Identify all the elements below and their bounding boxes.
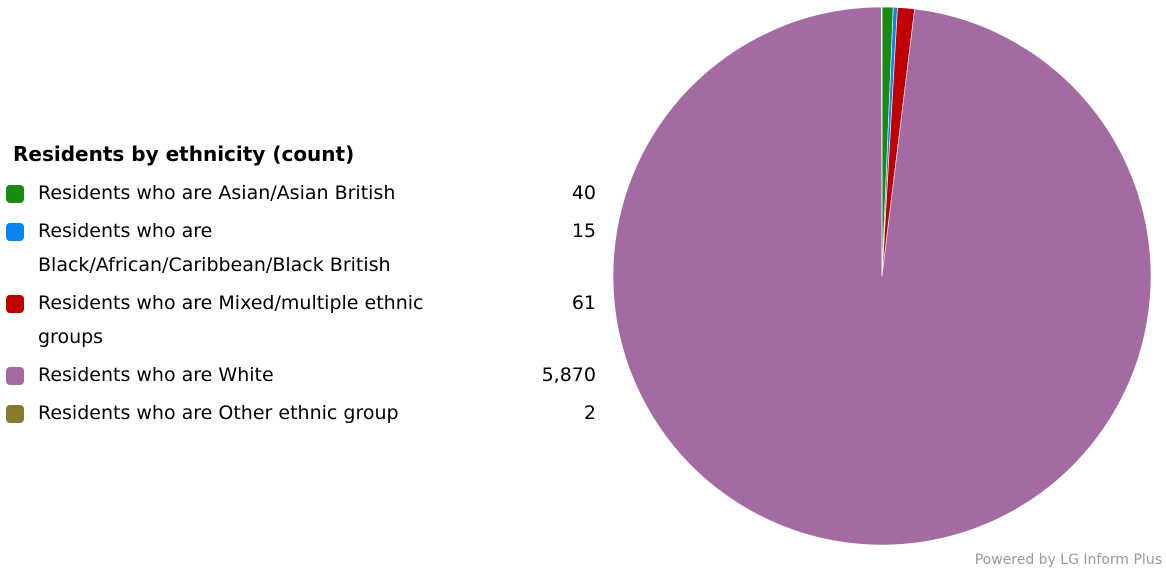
legend-label: Residents who are Black/African/Caribbea… xyxy=(38,220,391,276)
legend-item-mixed[interactable]: Residents who are Mixed/multiple ethnic … xyxy=(6,290,596,354)
chart-title: Residents by ethnicity (count) xyxy=(13,142,355,166)
legend-value: 5,870 xyxy=(541,364,596,386)
legend-swatch xyxy=(6,405,24,423)
legend-label: Residents who are Asian/Asian British xyxy=(38,182,396,204)
legend-value: 2 xyxy=(583,402,596,424)
legend-item-white[interactable]: Residents who are White 5,870 xyxy=(6,362,596,392)
legend-label: Residents who are White xyxy=(38,364,274,386)
powered-by-credit[interactable]: Powered by LG Inform Plus xyxy=(974,552,1162,568)
legend-item-black[interactable]: Residents who are Black/African/Caribbea… xyxy=(6,218,596,282)
legend-value: 61 xyxy=(571,292,596,314)
legend-swatch xyxy=(6,223,24,241)
legend-item-other[interactable]: Residents who are Other ethnic group 2 xyxy=(6,400,596,430)
legend-value: 40 xyxy=(571,182,596,204)
chart-legend: Residents by ethnicity (count) Residents… xyxy=(6,140,596,438)
pie-slice-other[interactable] xyxy=(881,6,883,277)
legend-swatch xyxy=(6,295,24,313)
legend-item-asian[interactable]: Residents who are Asian/Asian British 40 xyxy=(6,180,596,210)
legend-label: Residents who are Other ethnic group xyxy=(38,402,399,424)
legend-swatch xyxy=(6,185,24,203)
pie-chart xyxy=(612,6,1152,546)
legend-label: Residents who are Mixed/multiple ethnic … xyxy=(38,292,424,348)
legend-swatch xyxy=(6,367,24,385)
legend-value: 15 xyxy=(571,220,596,242)
